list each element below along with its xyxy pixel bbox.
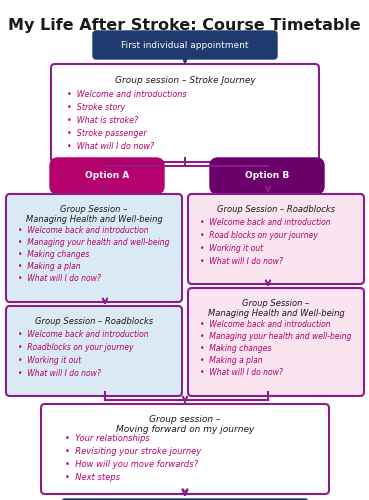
Text: Option A: Option A (85, 172, 129, 180)
Text: •  What will I do now?: • What will I do now? (67, 142, 154, 151)
FancyBboxPatch shape (188, 194, 364, 284)
Text: •  Making a plan: • Making a plan (18, 262, 80, 271)
FancyBboxPatch shape (210, 158, 324, 194)
FancyBboxPatch shape (6, 194, 182, 302)
Text: •  Welcome back and introduction: • Welcome back and introduction (200, 320, 331, 329)
Text: First individual appointment: First individual appointment (121, 40, 249, 50)
Text: •  Making a plan: • Making a plan (200, 356, 263, 365)
Text: •  Managing your health and well-being: • Managing your health and well-being (18, 238, 169, 247)
Text: •  Revisiting your stroke journey: • Revisiting your stroke journey (65, 447, 201, 456)
FancyBboxPatch shape (93, 31, 277, 59)
Text: Group session – Stroke Journey: Group session – Stroke Journey (115, 76, 255, 85)
Text: •  Your relationships: • Your relationships (65, 434, 150, 443)
Text: •  Managing your health and well-being: • Managing your health and well-being (200, 332, 352, 341)
FancyBboxPatch shape (62, 499, 308, 500)
FancyBboxPatch shape (50, 158, 164, 194)
Text: •  Welcome back and introduction: • Welcome back and introduction (200, 218, 331, 227)
Text: •  Welcome back and introduction: • Welcome back and introduction (18, 226, 149, 235)
Text: •  What will I do now?: • What will I do now? (18, 274, 101, 283)
Text: •  What will I do now?: • What will I do now? (18, 369, 101, 378)
Text: •  Stroke story: • Stroke story (67, 103, 125, 112)
Text: •  How will you move forwards?: • How will you move forwards? (65, 460, 198, 469)
Text: •  Working it out: • Working it out (200, 244, 263, 253)
Text: •  Stroke passenger: • Stroke passenger (67, 129, 146, 138)
Text: Group Session –
Managing Health and Well-being: Group Session – Managing Health and Well… (208, 299, 344, 318)
Text: Group Session –
Managing Health and Well-being: Group Session – Managing Health and Well… (25, 205, 162, 225)
Text: My Life After Stroke: Course Timetable: My Life After Stroke: Course Timetable (8, 18, 361, 33)
FancyBboxPatch shape (6, 306, 182, 396)
Text: •  What will I do now?: • What will I do now? (200, 257, 283, 266)
Text: Option B: Option B (245, 172, 289, 180)
Text: •  Roadblocks on your journey: • Roadblocks on your journey (18, 343, 134, 352)
Text: Group session –
Moving forward on my journey: Group session – Moving forward on my jou… (116, 415, 254, 434)
Text: •  Welcome back and introduction: • Welcome back and introduction (18, 330, 149, 339)
Text: •  What will I do now?: • What will I do now? (200, 368, 283, 377)
Text: •  What is stroke?: • What is stroke? (67, 116, 138, 125)
FancyBboxPatch shape (51, 64, 319, 162)
FancyBboxPatch shape (188, 288, 364, 396)
Text: Group Session – Roadblocks: Group Session – Roadblocks (35, 317, 153, 326)
Text: •  Road blocks on your journey: • Road blocks on your journey (200, 231, 318, 240)
Text: •  Next steps: • Next steps (65, 473, 120, 482)
FancyBboxPatch shape (41, 404, 329, 494)
Text: •  Welcome and introductions: • Welcome and introductions (67, 90, 186, 99)
Text: •  Making changes: • Making changes (200, 344, 271, 353)
Text: •  Working it out: • Working it out (18, 356, 81, 365)
Text: •  Making changes: • Making changes (18, 250, 89, 259)
Text: Group Session – Roadblocks: Group Session – Roadblocks (217, 205, 335, 214)
